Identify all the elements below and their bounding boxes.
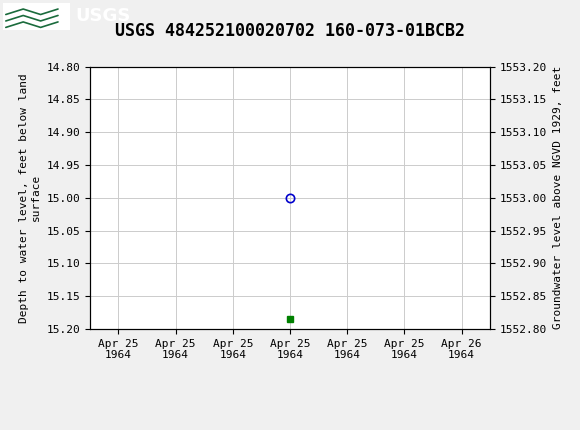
Y-axis label: Groundwater level above NGVD 1929, feet: Groundwater level above NGVD 1929, feet — [553, 66, 563, 329]
Y-axis label: Depth to water level, feet below land
surface: Depth to water level, feet below land su… — [19, 73, 41, 322]
FancyBboxPatch shape — [3, 3, 70, 30]
Text: USGS 484252100020702 160-073-01BCB2: USGS 484252100020702 160-073-01BCB2 — [115, 22, 465, 40]
Text: USGS: USGS — [75, 7, 130, 25]
